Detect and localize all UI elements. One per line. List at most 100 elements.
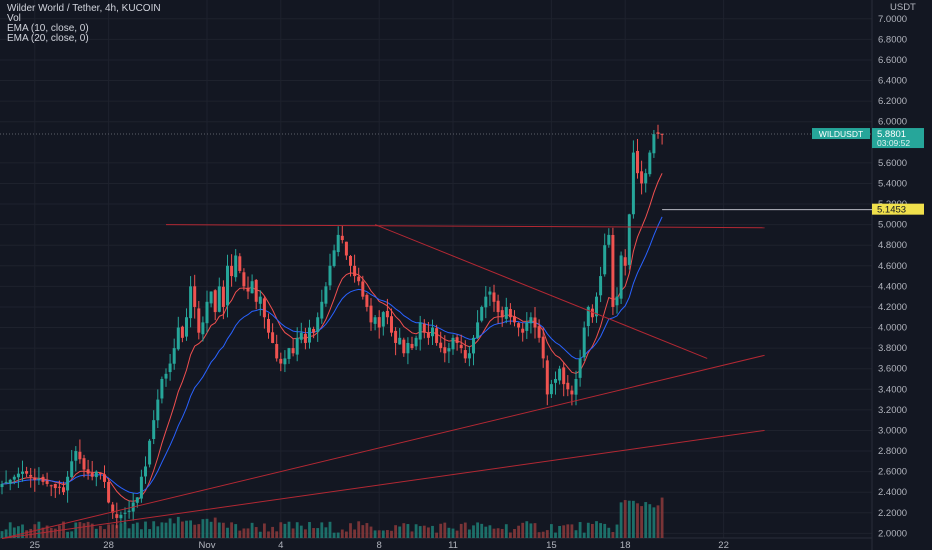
- symbol-badge: [812, 128, 870, 140]
- candle-body: [648, 152, 652, 175]
- x-tick-label: 8: [377, 540, 382, 550]
- candle-body: [431, 327, 434, 337]
- candle-body: [578, 358, 582, 378]
- trendline: [374, 224, 708, 359]
- candle-body: [144, 466, 147, 477]
- volume-bar: [140, 529, 143, 538]
- candle-body: [193, 286, 197, 307]
- candle-body: [308, 327, 311, 343]
- candle-body: [373, 317, 377, 324]
- candle-body: [209, 291, 213, 304]
- y-tick-label: 6.4000: [878, 76, 907, 87]
- candle-body: [299, 332, 303, 340]
- candle-body: [291, 348, 295, 354]
- candle-body: [336, 234, 340, 253]
- candle-body: [4, 481, 8, 483]
- x-tick-label: 28: [103, 540, 114, 550]
- volume-bar: [107, 524, 110, 538]
- volume-bar: [53, 528, 57, 538]
- x-tick-label: 4: [278, 540, 283, 550]
- volume-bar: [566, 524, 570, 538]
- candle-body: [369, 305, 373, 323]
- volume-bar: [74, 522, 78, 538]
- volume-bar: [185, 520, 188, 538]
- candle-body: [623, 257, 627, 266]
- candle-body: [172, 348, 176, 364]
- candle-body: [402, 339, 406, 354]
- volume-bar: [435, 532, 438, 538]
- volume-bar: [599, 523, 602, 538]
- candle-body: [558, 368, 562, 381]
- volume-bar: [570, 524, 574, 538]
- volume-bar: [217, 522, 221, 538]
- candle-body: [554, 378, 557, 383]
- y-tick-label: 4.6000: [878, 261, 907, 272]
- candle-body: [435, 328, 439, 343]
- volume-bar: [78, 521, 82, 538]
- candle-body: [62, 487, 65, 493]
- y-tick-label: 4.8000: [878, 240, 907, 251]
- y-tick-label: 2.6000: [878, 467, 907, 478]
- candle-body: [316, 317, 320, 332]
- candle-body: [410, 343, 414, 349]
- candle-body: [287, 348, 291, 359]
- volume-bar: [99, 525, 102, 538]
- candle-body: [90, 473, 94, 477]
- volume-bar: [160, 522, 164, 538]
- volume-label: Vol: [7, 13, 21, 24]
- candle-body: [320, 301, 324, 319]
- candle-body: [295, 337, 299, 355]
- volume-bar: [656, 505, 660, 538]
- candle-body: [189, 286, 193, 319]
- candle-body: [115, 514, 119, 518]
- volume-bar: [369, 526, 373, 538]
- candle-body: [394, 330, 398, 343]
- candle-body: [627, 214, 631, 265]
- candle-body: [398, 337, 402, 345]
- last-price-text: 5.8801: [877, 129, 906, 140]
- volume-bar: [447, 527, 451, 538]
- y-tick-label: 3.2000: [878, 405, 907, 416]
- candle-body: [467, 353, 471, 359]
- volume-bar: [226, 527, 229, 538]
- marked-level-text: 5.1453: [877, 205, 906, 216]
- x-tick-label: Nov: [199, 540, 216, 550]
- candle-body: [455, 337, 459, 343]
- candle-body: [332, 250, 336, 267]
- y-tick-label: 5.0000: [878, 220, 907, 231]
- candle-body: [656, 132, 660, 135]
- candle-body: [262, 298, 266, 318]
- candle-body: [303, 333, 307, 343]
- volume-bar: [529, 523, 533, 538]
- volume-bar: [250, 522, 254, 538]
- volume-bar: [12, 527, 16, 538]
- candle-body: [422, 323, 426, 333]
- volume-bar: [406, 524, 410, 538]
- volume-bar: [459, 523, 463, 538]
- volume-bar: [550, 524, 553, 538]
- volume-bar: [21, 524, 24, 538]
- y-tick-label: 6.0000: [878, 117, 907, 128]
- candle-body: [74, 451, 78, 461]
- candle-body: [586, 306, 590, 327]
- volume-bar: [49, 527, 53, 538]
- volume-bar: [619, 502, 623, 538]
- candle-body: [488, 291, 492, 295]
- candle-body: [258, 296, 262, 304]
- candle-body: [164, 373, 168, 379]
- volume-bar: [381, 530, 385, 538]
- candle-body: [328, 265, 332, 286]
- candle-body: [180, 326, 184, 338]
- trendline: [165, 224, 765, 229]
- volume-bar: [484, 526, 488, 538]
- candle-body: [390, 316, 393, 333]
- volume-bar: [492, 528, 496, 538]
- candle-body: [41, 476, 45, 482]
- volume-bar: [181, 521, 184, 538]
- volume-bar: [332, 532, 336, 538]
- volume-bar: [562, 525, 566, 538]
- candle-body: [53, 483, 57, 489]
- volume-bar: [345, 531, 348, 538]
- volume-bar: [275, 531, 279, 538]
